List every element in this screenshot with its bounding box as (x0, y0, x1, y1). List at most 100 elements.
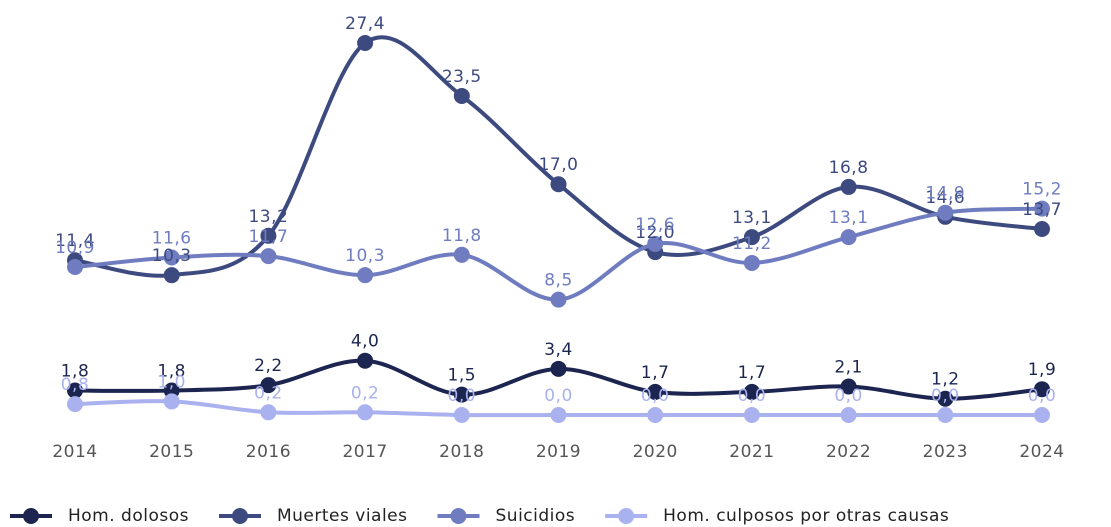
data-label: 0,0 (544, 386, 573, 406)
data-label: 13,2 (248, 207, 288, 227)
data-point (357, 404, 374, 421)
data-label: 1,7 (738, 363, 767, 383)
legend-marker (231, 508, 248, 524)
data-point (550, 360, 567, 377)
x-tick-label: 2018 (439, 442, 484, 462)
x-tick-label: 2014 (52, 442, 97, 462)
data-point (260, 248, 277, 265)
x-tick-label: 2023 (923, 442, 968, 462)
data-label: 0,0 (834, 386, 863, 406)
data-label: 16,8 (829, 158, 869, 178)
data-point (357, 35, 374, 51)
data-point (743, 383, 760, 400)
data-point (550, 407, 567, 423)
data-label: 0,0 (931, 386, 960, 406)
legend-marker (450, 508, 467, 524)
data-label: 27,4 (345, 14, 385, 34)
data-point (67, 259, 83, 276)
data-point (163, 249, 180, 266)
data-label: 8,5 (544, 271, 573, 291)
data-point (743, 229, 760, 246)
x-tick-label: 2021 (729, 442, 774, 462)
legend-label: Suicidios (496, 506, 576, 526)
data-point (937, 407, 954, 423)
data-label: 1,5 (448, 366, 477, 386)
data-point (453, 246, 470, 263)
x-tick-label: 2024 (1019, 442, 1064, 462)
data-point (1034, 407, 1050, 423)
legend-label: Hom. culposos por otras causas (663, 506, 949, 526)
data-point (453, 386, 470, 403)
data-label: 0,2 (254, 383, 283, 403)
data-point (840, 378, 857, 395)
data-point (260, 404, 277, 421)
data-label: 1,9 (1028, 360, 1057, 380)
data-label: 2,1 (834, 357, 863, 377)
data-label: 0,0 (738, 386, 767, 406)
data-label: 2,2 (254, 356, 283, 376)
series-line (74, 35, 1043, 278)
data-label: 11,2 (732, 234, 772, 254)
data-label: 0,0 (448, 386, 477, 406)
data-point (550, 176, 567, 193)
data-label: 1,2 (931, 370, 960, 390)
data-label: 11,7 (248, 227, 288, 247)
x-tick-label: 2022 (826, 442, 871, 462)
data-label: 13,1 (732, 208, 772, 228)
data-point (1034, 381, 1050, 398)
legend-marker (23, 508, 39, 524)
data-label: 1,0 (157, 372, 186, 392)
data-point (1034, 221, 1050, 237)
data-point (163, 267, 180, 284)
data-label: 0,0 (1028, 386, 1057, 406)
data-label: 4,0 (351, 332, 380, 352)
data-point (937, 390, 954, 407)
data-label: 1,7 (641, 363, 670, 383)
data-label: 15,2 (1022, 180, 1062, 200)
data-label: 11,4 (55, 231, 95, 251)
x-tick-label: 2016 (246, 442, 291, 462)
data-label: 0,8 (61, 375, 90, 395)
data-point (647, 383, 664, 400)
data-label: 13,7 (1022, 200, 1062, 220)
x-tick-label: 2015 (149, 442, 194, 462)
data-point (647, 407, 664, 423)
legend-marker (618, 508, 635, 524)
data-point (260, 377, 277, 394)
data-label: 23,5 (442, 67, 482, 87)
data-label: 1,8 (61, 362, 90, 382)
x-tick-label: 2020 (633, 442, 678, 462)
data-point (743, 254, 760, 271)
x-tick-label: 2019 (536, 442, 581, 462)
data-label: 11,8 (442, 226, 482, 246)
data-point (647, 235, 664, 252)
data-label: 11,6 (152, 229, 192, 249)
data-point (840, 229, 857, 246)
legend-label: Muertes viales (277, 506, 408, 526)
data-label: 10,3 (152, 246, 192, 266)
data-label: 14,6 (925, 188, 965, 208)
data-label: 12,6 (635, 215, 675, 235)
data-point (453, 407, 470, 423)
data-label: 17,0 (539, 155, 579, 175)
data-label: 12,0 (635, 223, 675, 243)
data-label: 3,4 (544, 340, 573, 360)
data-point (67, 382, 83, 399)
data-point (357, 352, 374, 369)
data-point (1034, 200, 1050, 217)
legend-label: Hom. dolosos (68, 506, 189, 526)
data-point (840, 407, 857, 423)
x-tick-label: 2017 (342, 442, 387, 462)
data-label: 1,8 (157, 362, 186, 382)
data-point (550, 291, 567, 308)
data-label: 10,9 (55, 238, 95, 258)
data-point (163, 393, 180, 410)
data-label: 0,0 (641, 386, 670, 406)
data-point (357, 267, 374, 284)
data-point (840, 178, 857, 195)
data-label: 13,1 (829, 208, 869, 228)
data-point (743, 407, 760, 423)
data-point (453, 87, 470, 104)
data-point (260, 227, 277, 244)
